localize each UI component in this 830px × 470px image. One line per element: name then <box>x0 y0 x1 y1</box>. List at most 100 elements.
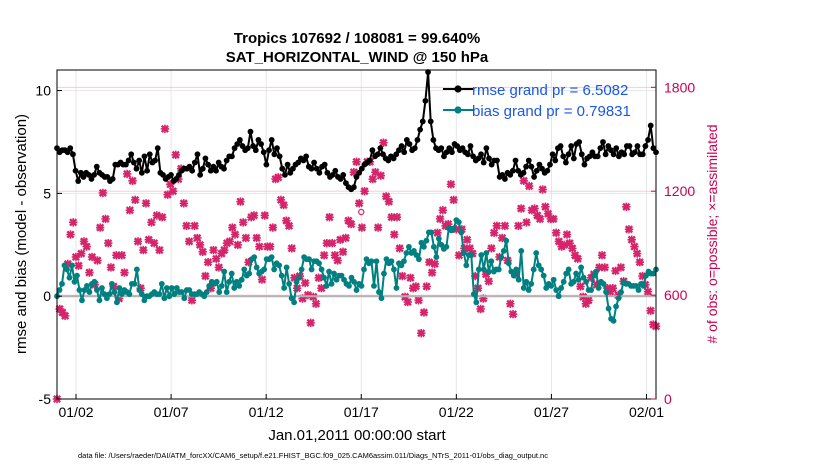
obs-assimilated-marker <box>233 240 242 250</box>
bias-point <box>216 289 223 295</box>
rmse-point <box>255 137 262 143</box>
obs-assimilated-marker <box>95 223 105 232</box>
rmse-point <box>403 137 410 143</box>
obs-assimilated-marker <box>535 214 545 224</box>
bias-point <box>573 270 580 277</box>
bias-point <box>443 243 450 250</box>
rmse-point <box>417 126 424 133</box>
bias-point <box>84 283 90 289</box>
x-tick-label: 01/02 <box>58 404 93 420</box>
obs-assimilated-marker <box>411 282 421 291</box>
obs-assimilated-marker <box>427 268 437 277</box>
obs-assimilated-marker <box>168 187 178 196</box>
legend-rmse-marker <box>454 85 462 93</box>
rmse-point <box>470 153 477 160</box>
bias-point <box>473 299 480 306</box>
rmse-point <box>621 151 628 158</box>
bias-point <box>475 266 482 273</box>
rmse-point <box>520 169 527 176</box>
rmse-point <box>202 155 209 162</box>
bias-point <box>203 289 210 295</box>
obs-assimilated-marker <box>257 275 267 284</box>
bias-point <box>276 262 283 269</box>
rmse-point <box>104 174 111 180</box>
bias-point <box>528 280 535 287</box>
obs-assimilated-marker <box>360 187 369 196</box>
bias-point <box>133 266 140 273</box>
rmse-point <box>303 153 310 160</box>
bias-point <box>480 266 487 273</box>
rmse-point <box>464 151 471 158</box>
obs-assimilated-marker <box>438 206 448 215</box>
rmse-point <box>454 143 461 149</box>
bias-point <box>525 287 532 293</box>
obs-assimilated-marker <box>265 242 275 251</box>
bias-point <box>76 287 83 293</box>
rmse-point <box>75 178 82 184</box>
rmse-point <box>194 151 201 158</box>
rmse-point <box>324 169 331 176</box>
bias-point <box>433 254 440 261</box>
bias-point <box>271 266 278 273</box>
bias-point <box>56 287 63 293</box>
bias-point <box>393 285 400 291</box>
bias-point <box>331 270 337 277</box>
bias-point <box>485 268 492 275</box>
obs-assimilated-marker <box>238 218 248 227</box>
bias-point <box>460 250 467 256</box>
rmse-point <box>337 176 344 182</box>
obs-assimilated-marker <box>214 263 224 272</box>
legend: rmse grand pr = 6.5082 bias grand pr = 0… <box>443 82 631 120</box>
rmse-point <box>329 171 336 178</box>
rmse-point <box>173 176 180 182</box>
legend-rmse-label: rmse grand pr = 6.5082 <box>472 82 628 99</box>
rmse-point <box>223 157 230 164</box>
rmse-point <box>205 161 211 168</box>
rmse-point <box>608 147 614 154</box>
rmse-point <box>247 128 254 135</box>
rmse-point <box>356 169 363 176</box>
obs-assimilated-marker <box>122 169 132 179</box>
rmse-point <box>459 145 466 152</box>
rmse-point <box>316 169 323 176</box>
bias-point <box>468 252 475 258</box>
bias-point <box>106 291 113 298</box>
obs-assimilated-marker <box>163 190 172 199</box>
rmse-point <box>647 122 654 129</box>
rmse-point <box>544 167 551 174</box>
bias-point <box>498 254 505 261</box>
data-file-footer: data file: /Users/raeder/DAI/ATM_forcXX/… <box>78 451 548 460</box>
rmse-point <box>605 143 612 149</box>
obs-assimilated-marker <box>201 271 210 281</box>
obs-assimilated-marker <box>190 221 199 231</box>
obs-assimilated-marker <box>193 233 202 243</box>
bias-point <box>613 303 619 310</box>
bias-point <box>430 243 437 250</box>
bias-point <box>253 264 260 271</box>
obs-assimilated-marker <box>98 188 108 198</box>
bias-point <box>241 266 248 273</box>
bias-point <box>503 237 510 244</box>
rmse-point <box>438 145 445 152</box>
bias-point <box>116 285 123 291</box>
bias-point <box>298 266 305 273</box>
obs-assimilated-marker <box>551 228 561 237</box>
obs-assimilated-marker <box>435 214 445 224</box>
y-tick-label: 5 <box>43 185 51 201</box>
rmse-point <box>252 147 259 154</box>
bias-point <box>478 252 485 258</box>
bias-point <box>600 280 607 287</box>
rmse-point <box>411 145 418 152</box>
obs-assimilated-marker <box>576 282 585 291</box>
rmse-point <box>377 145 384 152</box>
rmse-point <box>128 151 135 158</box>
bias-point <box>523 278 530 285</box>
obs-assimilated-marker <box>306 318 315 328</box>
bias-point <box>550 276 557 283</box>
rmse-point <box>578 151 585 158</box>
rmse-point <box>483 145 490 152</box>
bias-point <box>540 272 547 279</box>
rmse-point <box>425 69 431 75</box>
obs-assimilated-marker <box>635 258 645 267</box>
bias-point <box>79 297 85 304</box>
